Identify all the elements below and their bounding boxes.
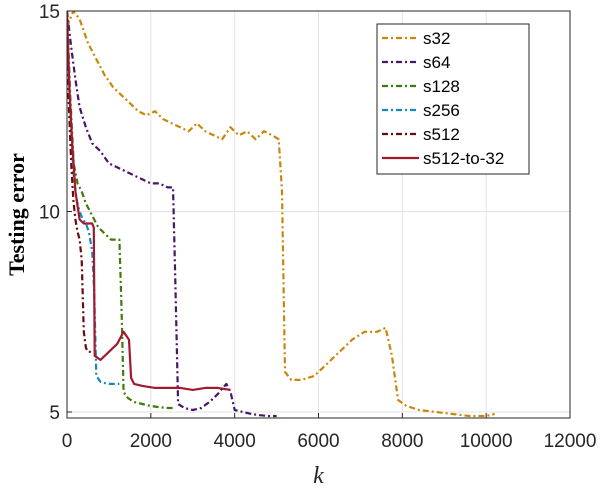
x-tick-label: 0 [62,431,73,452]
x-tick-label: 10000 [460,431,513,452]
y-tick-label: 5 [49,403,60,424]
x-axis-ticks: 0 2000 4000 6000 8000 10000 12000 [62,413,597,452]
legend-box [376,23,530,175]
series-line-s128 [67,11,174,410]
series-line-s32 [67,11,495,418]
x-axis-label: k [313,463,324,488]
x-tick-label: 6000 [297,431,339,452]
y-axis-label: Testing error [4,153,29,276]
legend-label: s256 [423,101,460,120]
y-tick-label: 15 [39,2,60,23]
legend-label: s64 [423,53,450,72]
series-line-s512-to-32 [67,11,231,391]
x-tick-label: 4000 [214,431,256,452]
legend-label: s512-to-32 [423,149,504,168]
x-tick-label: 8000 [381,431,423,452]
legend-label: s512 [423,125,460,144]
x-tick-label: 12000 [544,431,597,452]
series-line-s64 [67,11,277,418]
series-lines [67,11,495,418]
series-line-s512 [67,51,94,353]
y-axis-ticks: 5 10 15 [39,2,72,424]
legend-label: s32 [423,29,450,48]
y-tick-label: 10 [39,202,60,223]
legend-label: s128 [423,77,460,96]
x-tick-label: 2000 [130,431,172,452]
legend: s32 s64 s128 s256 s512 s512-to-32 [376,23,530,175]
